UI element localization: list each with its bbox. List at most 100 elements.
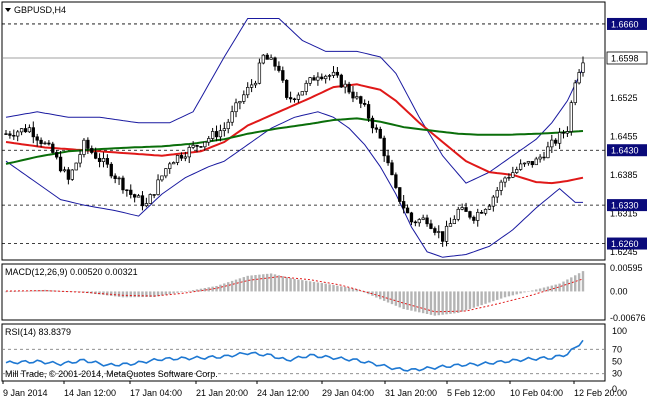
candle (101, 152, 106, 168)
candle (355, 91, 359, 100)
main-gridlines (2, 23, 605, 244)
symbol-label: GBPUSD,H4 (14, 5, 66, 15)
macd-histogram-bar (538, 288, 542, 292)
candle (433, 226, 437, 236)
candle (187, 145, 191, 164)
macd-histogram-bar (574, 275, 577, 292)
candle (331, 66, 336, 79)
macd-histogram-bar (359, 290, 362, 292)
macd-histogram-bar (492, 291, 495, 302)
macd-histogram-bar (558, 283, 561, 292)
macd-histogram-bar (347, 287, 351, 292)
candle (39, 137, 43, 148)
macd-histogram-bar (484, 291, 487, 304)
macd-histogram-bar (234, 279, 238, 292)
candle (35, 133, 39, 147)
macd-histogram-bar (242, 277, 246, 292)
macd-histogram-bar (308, 281, 312, 292)
candle (171, 161, 176, 165)
candle (351, 85, 355, 103)
candle (479, 210, 484, 214)
candle (82, 138, 86, 158)
macd-histogram-bar (117, 291, 121, 297)
symbol-dropdown-icon[interactable] (5, 8, 11, 12)
macd-histogram-bar (266, 273, 269, 292)
macd-histogram-bar (476, 291, 479, 307)
candle (538, 154, 542, 163)
candle (522, 162, 527, 167)
candle (402, 195, 406, 214)
macd-histogram-bar (110, 291, 113, 296)
macd-histogram-bar (35, 290, 39, 292)
macd-histogram-bar (55, 290, 58, 292)
macd-histogram-bar (215, 285, 218, 292)
level-price-label: 1.6260 (611, 239, 639, 249)
macd-histogram-bar (149, 291, 152, 297)
candle (148, 193, 152, 204)
macd-histogram-bar (386, 291, 390, 303)
candle (55, 150, 59, 160)
candle (86, 137, 90, 154)
macd-histogram-bar (164, 291, 168, 295)
macd-histogram-bar (394, 291, 398, 306)
macd-histogram-bar (156, 291, 160, 297)
candle (226, 118, 230, 134)
candle (534, 156, 538, 166)
macd-histogram-bar (219, 284, 222, 292)
candle (210, 127, 215, 142)
candle (105, 154, 110, 168)
macd-histogram-bar (160, 291, 164, 296)
macd-histogram-bar (47, 290, 51, 292)
macd-histogram-bar (51, 290, 54, 292)
candle (183, 151, 187, 162)
macd-histogram-bar (304, 280, 308, 292)
candle (456, 206, 460, 222)
macd-histogram-bar (137, 291, 140, 298)
macd-histogram-bar (324, 283, 327, 292)
copyright-footer: Mill Trade, © 2001-2014, MetaQuotes Soft… (5, 369, 218, 379)
candle (164, 168, 168, 179)
macd-histogram-bar (519, 291, 522, 294)
macd-histogram-bar (390, 291, 394, 305)
candle (550, 134, 554, 153)
macd-histogram-bar (269, 273, 273, 292)
candle (526, 160, 531, 166)
candle (296, 92, 301, 103)
macd-histogram-bar (410, 291, 413, 311)
candle (460, 203, 464, 211)
candle (214, 125, 219, 142)
macd-histogram-bar (320, 283, 323, 292)
candle (195, 144, 199, 153)
bollinger-upper-line (5, 18, 584, 184)
rsi-tick-label: 30 (612, 369, 622, 379)
candle (437, 225, 441, 239)
macd-histogram-bar (172, 291, 175, 294)
macd-histogram-bar (507, 291, 511, 297)
macd-histogram-bar (28, 290, 31, 292)
candle (249, 79, 254, 93)
macd-histogram-bar (12, 291, 15, 292)
rsi-line (5, 339, 584, 372)
macd-histogram-bar (113, 291, 117, 297)
level-price-badge (607, 237, 647, 250)
macd-histogram-bar (332, 284, 335, 292)
candle (386, 149, 390, 166)
macd-histogram-bar (546, 286, 550, 292)
candle (569, 100, 573, 136)
macd-histogram-bar (343, 287, 347, 292)
candle (444, 220, 449, 247)
macd-histogram-bar (293, 278, 296, 292)
candle (503, 176, 507, 188)
candle (19, 128, 24, 136)
macd-histogram-bar (188, 290, 191, 292)
candle (339, 73, 343, 88)
macd-histogram-bar (67, 291, 70, 292)
candle (499, 179, 503, 196)
candle (382, 135, 386, 162)
macd-histogram-bar (106, 291, 109, 296)
macd-histogram-bar (445, 291, 448, 315)
candle (581, 56, 585, 77)
macd-histogram-bar (562, 281, 565, 292)
macd-histogram-bar (223, 283, 226, 292)
